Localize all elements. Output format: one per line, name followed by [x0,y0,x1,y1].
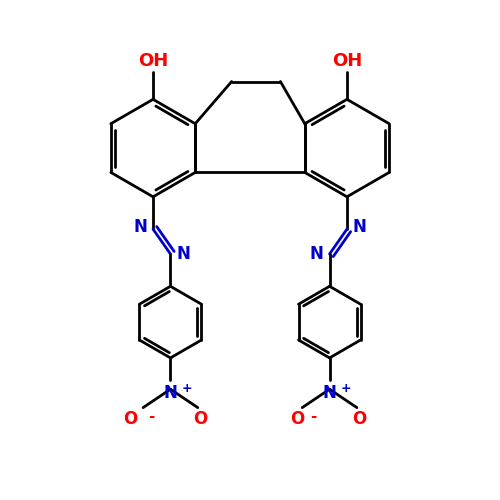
Text: O: O [352,410,366,428]
Text: N: N [353,218,367,236]
Text: O: O [290,410,304,428]
Text: O: O [193,410,208,428]
Text: N: N [322,384,336,402]
Text: N: N [164,384,177,402]
Text: O: O [124,410,138,428]
Text: +: + [340,382,351,396]
Text: N: N [176,245,190,263]
Text: N: N [133,218,147,236]
Text: -: - [310,408,316,424]
Text: OH: OH [138,52,168,70]
Text: +: + [182,382,192,396]
Text: N: N [310,245,324,263]
Text: -: - [148,408,154,424]
Text: OH: OH [332,52,362,70]
